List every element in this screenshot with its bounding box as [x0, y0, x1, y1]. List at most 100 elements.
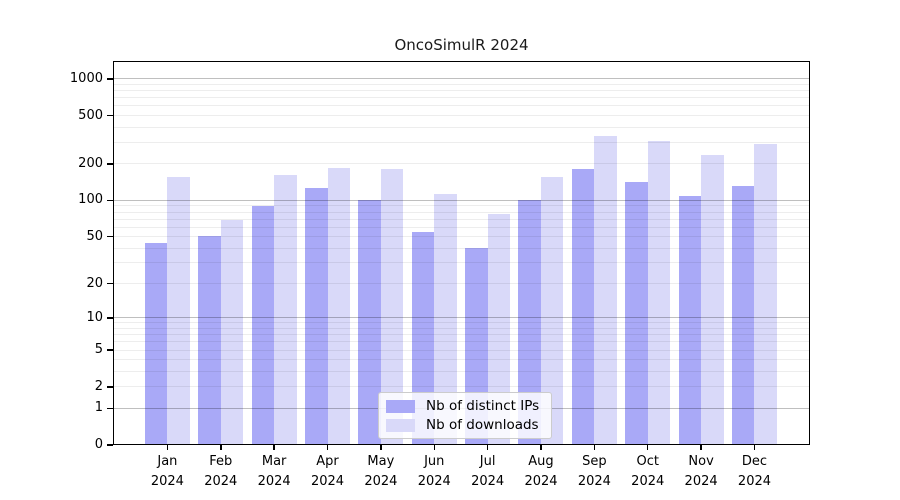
- bar-downloads-apr: [327, 168, 350, 445]
- x-tick-month: May: [367, 454, 395, 469]
- bar-downloads-oct: [647, 141, 671, 445]
- gridline-minor: [114, 334, 809, 336]
- y-axis-tick: [107, 282, 113, 285]
- x-tick-year: 2024: [417, 474, 451, 489]
- x-tick-month: Jan: [157, 454, 178, 469]
- bar-distinct-ips-feb: [198, 235, 221, 445]
- x-tick-label: Apr 2024: [300, 452, 356, 492]
- bar-downloads-feb: [220, 219, 244, 445]
- bar-distinct-ips-oct: [625, 181, 648, 445]
- legend-swatch-distinct-ips: [386, 399, 415, 413]
- bar-distinct-ips-dec: [731, 185, 755, 445]
- x-tick-label: Jul 2024: [460, 452, 516, 492]
- gridline-minor: [114, 349, 809, 351]
- legend-swatch-downloads: [386, 418, 415, 432]
- x-tick-month: Oct: [636, 454, 659, 469]
- y-axis-tick: [107, 78, 113, 80]
- gridline-minor: [114, 283, 809, 285]
- bar-distinct-ips-apr: [305, 187, 328, 445]
- x-tick-month: Apr: [316, 454, 339, 469]
- bar-downloads-sep: [594, 135, 617, 445]
- bar-downloads-jun: [434, 193, 457, 445]
- y-tick-label: 20: [86, 275, 103, 291]
- bar-downloads-may: [380, 169, 404, 445]
- x-axis-tick: [433, 445, 435, 450]
- x-tick-year: 2024: [310, 474, 345, 489]
- x-tick-month: Jun: [424, 454, 445, 469]
- gridline-minor: [114, 371, 809, 373]
- bar-downloads-dec: [754, 143, 777, 445]
- bar-downloads-jul: [487, 214, 511, 445]
- y-tick-label: 1000: [69, 70, 103, 86]
- x-tick-year: 2024: [257, 474, 291, 489]
- x-tick-month: Aug: [528, 454, 554, 469]
- gridline-minor: [114, 359, 809, 361]
- x-tick-year: 2024: [471, 474, 505, 489]
- gridline-minor: [114, 97, 809, 99]
- x-tick-label: Aug 2024: [513, 452, 569, 492]
- y-axis-tick: [107, 349, 113, 351]
- x-axis-tick: [646, 445, 649, 450]
- legend-label-downloads: Nb of downloads: [426, 417, 539, 433]
- bar-downloads-jan: [167, 177, 190, 445]
- x-tick-month: Jul: [479, 454, 496, 469]
- bar-distinct-ips-aug: [518, 199, 541, 445]
- gridline-major: [114, 317, 809, 319]
- x-tick-year: 2024: [631, 474, 665, 489]
- bar-distinct-ips-nov: [678, 196, 702, 445]
- y-axis-tick: [107, 317, 113, 319]
- gridline-minor: [114, 328, 809, 330]
- legend-item-distinct-ips: Nb of distinct IPs: [386, 398, 539, 414]
- x-tick-label: Nov 2024: [673, 452, 729, 492]
- gridline-major: [114, 78, 809, 80]
- gridline-minor: [114, 341, 809, 343]
- gridline-minor: [114, 262, 809, 264]
- x-axis-tick: [166, 445, 169, 450]
- legend-item-downloads: Nb of downloads: [386, 417, 539, 433]
- legend-label-distinct-ips: Nb of distinct IPs: [426, 398, 540, 414]
- x-tick-year: 2024: [524, 474, 558, 489]
- gridline-minor: [114, 236, 809, 238]
- gridline-minor: [114, 115, 809, 116]
- x-tick-label: Dec 2024: [726, 452, 782, 492]
- x-axis-tick: [380, 445, 382, 450]
- y-tick-label: 5: [94, 342, 103, 358]
- chart-title: OncoSimulR 2024: [394, 36, 529, 54]
- x-tick-month: Sep: [582, 454, 607, 469]
- gridline-minor: [114, 218, 809, 220]
- x-axis-tick: [486, 445, 489, 450]
- x-tick-label: May 2024: [353, 452, 409, 492]
- x-tick-month: Dec: [741, 454, 768, 469]
- y-axis-tick: [107, 199, 113, 202]
- x-tick-year: 2024: [150, 474, 184, 489]
- y-axis-tick: [107, 235, 113, 238]
- x-tick-month: Mar: [261, 454, 287, 469]
- x-tick-month: Feb: [209, 454, 233, 469]
- gridline-minor: [114, 386, 809, 388]
- y-tick-label: 2: [94, 378, 103, 394]
- gridline-minor: [114, 126, 809, 128]
- y-tick-label: 200: [78, 155, 103, 171]
- bar-distinct-ips-sep: [571, 168, 595, 445]
- x-axis-tick: [593, 445, 596, 450]
- x-tick-year: 2024: [577, 474, 611, 489]
- gridline-minor: [114, 247, 809, 249]
- gridline-minor: [114, 211, 809, 213]
- bar-downloads-nov: [701, 154, 724, 445]
- x-axis-tick: [220, 445, 222, 450]
- y-axis-tick: [107, 444, 113, 446]
- x-axis-tick: [540, 445, 542, 450]
- x-axis-tick: [700, 445, 702, 450]
- bar-distinct-ips-mar: [251, 205, 275, 445]
- x-tick-label: Oct 2024: [620, 452, 676, 492]
- y-axis-tick: [107, 386, 113, 388]
- bar-distinct-ips-may: [358, 200, 381, 445]
- gridline-minor: [114, 226, 809, 228]
- bar-distinct-ips-jun: [411, 231, 435, 445]
- y-axis-tick: [107, 407, 113, 409]
- legend: Nb of distinct IPs Nb of downloads: [378, 392, 553, 439]
- gridline-minor: [114, 142, 809, 143]
- gridline-minor: [114, 205, 809, 207]
- gridline-minor: [114, 90, 809, 92]
